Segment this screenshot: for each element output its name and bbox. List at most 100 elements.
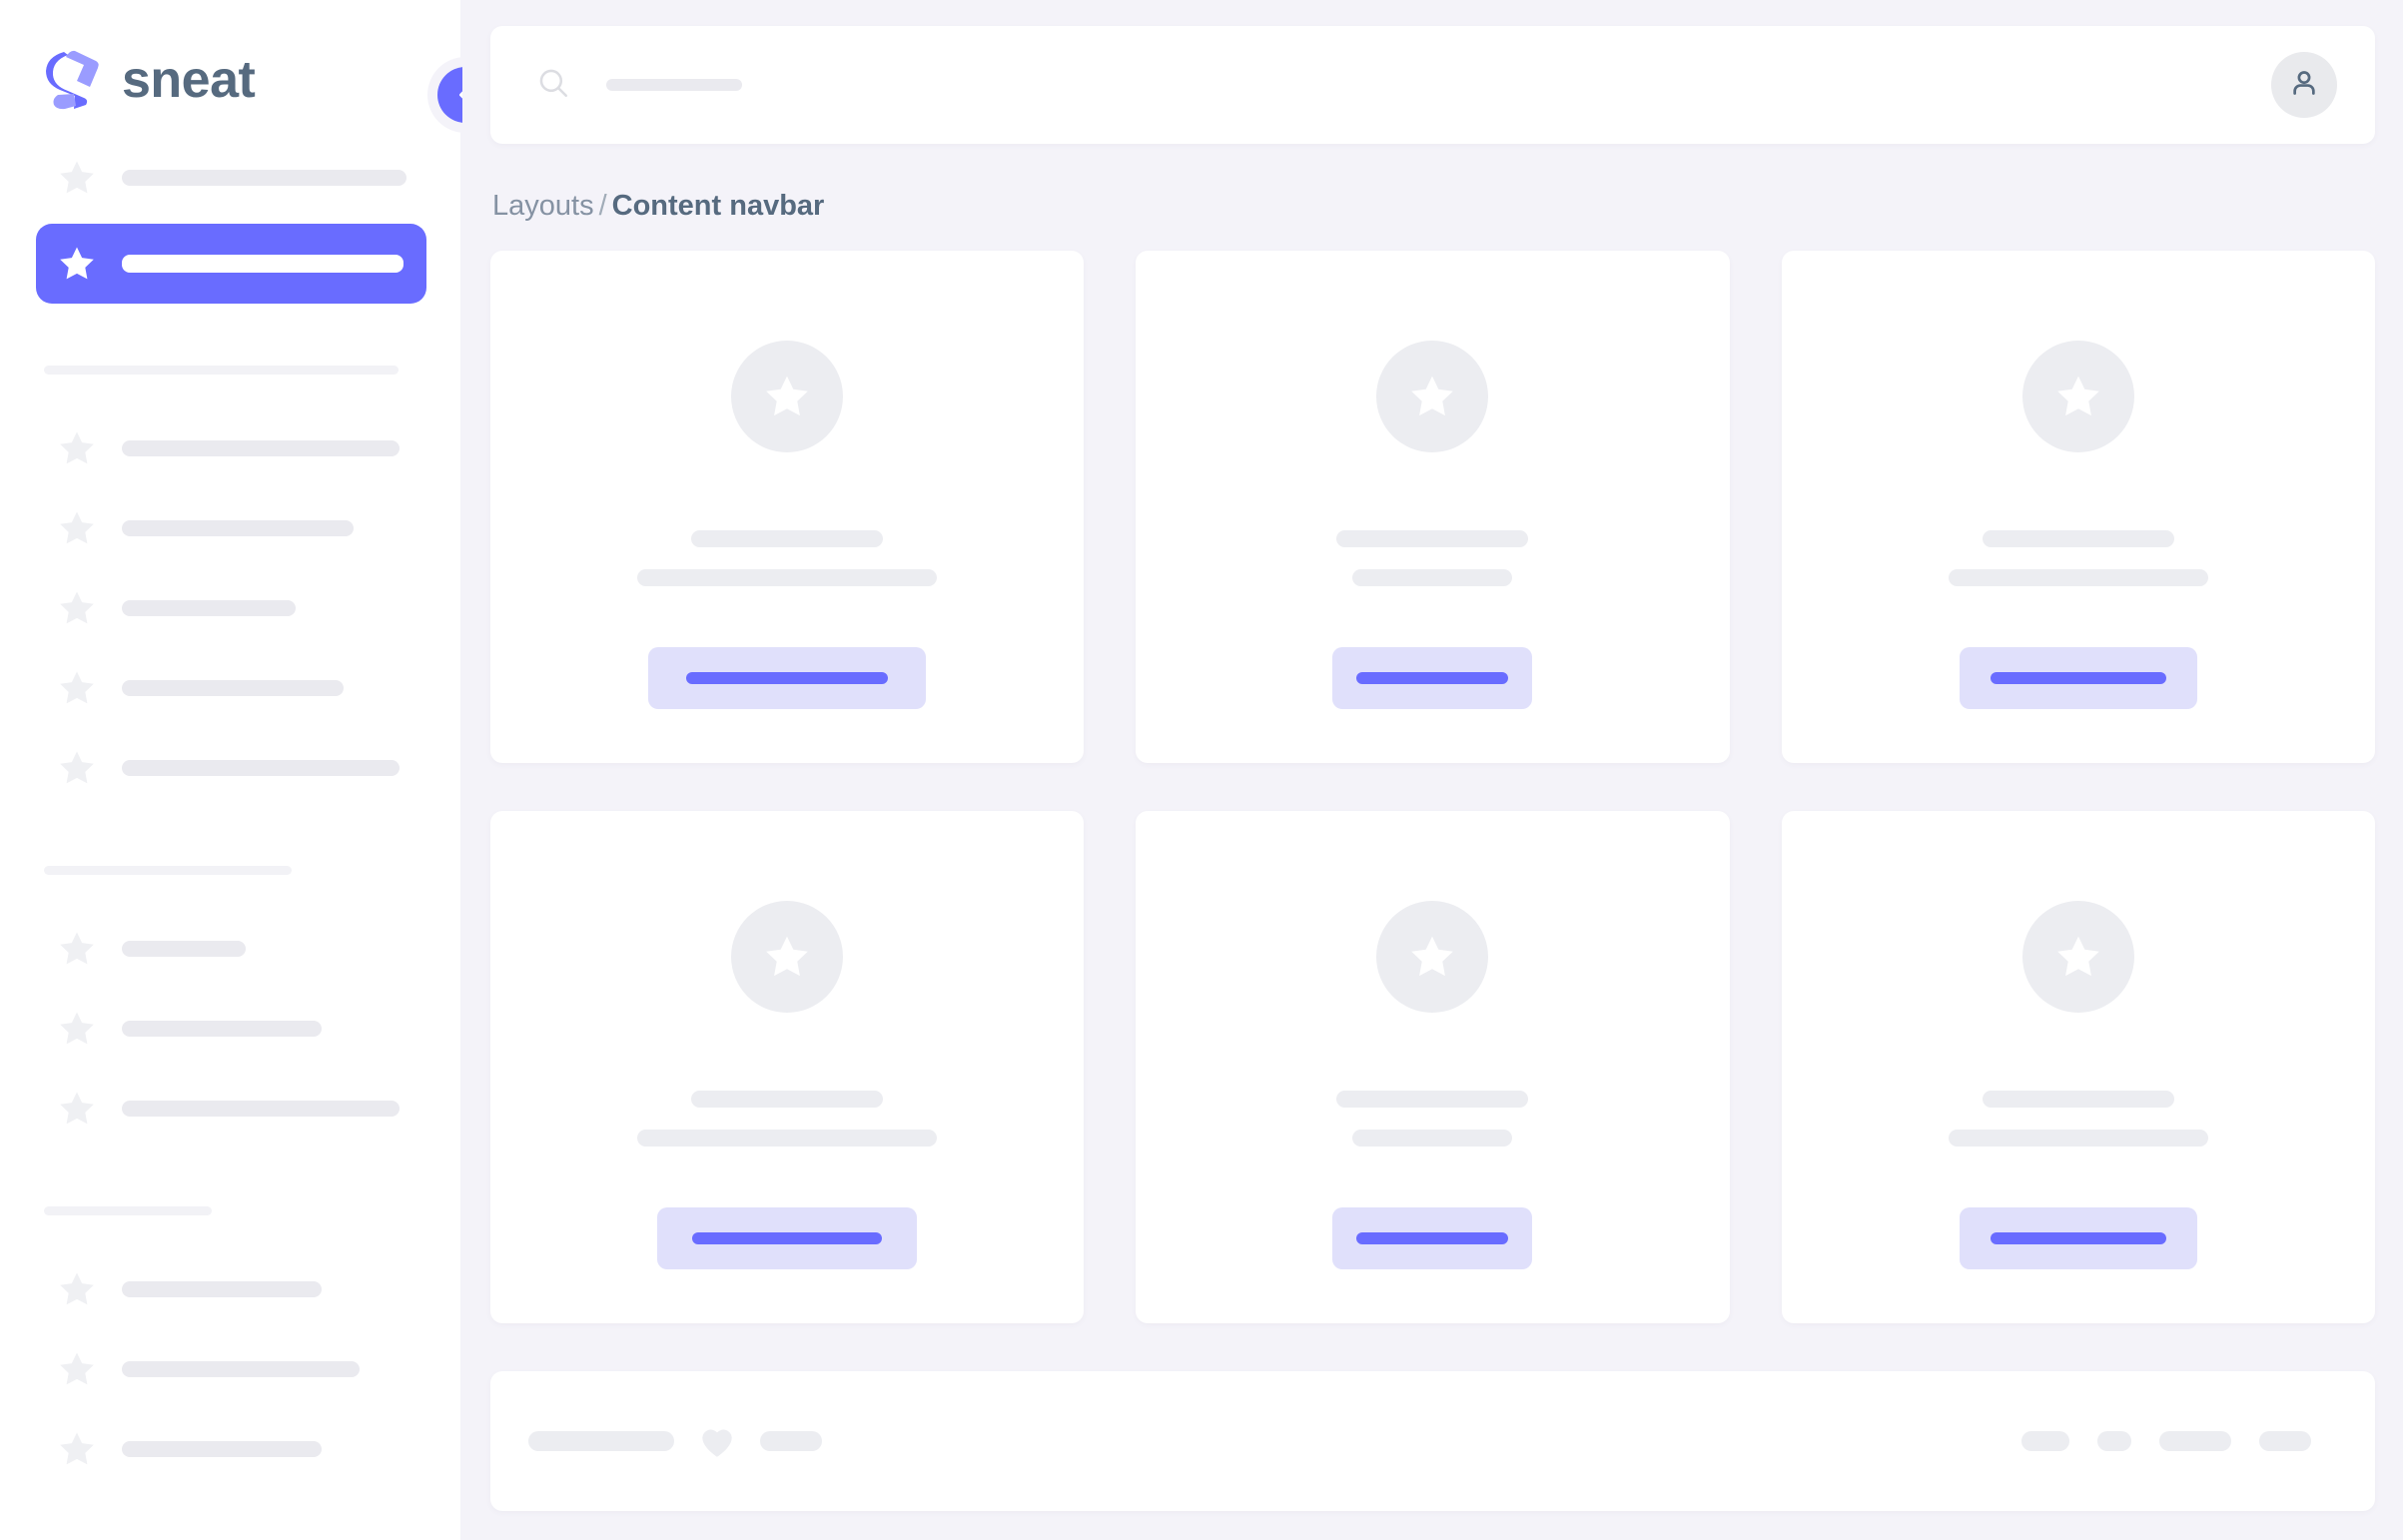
- sidebar-item[interactable]: [36, 574, 426, 642]
- card-avatar: [731, 341, 844, 452]
- sidebar-item[interactable]: [36, 1255, 426, 1323]
- star-icon: [56, 928, 98, 970]
- sidebar-item-label: [122, 941, 246, 957]
- sidebar-item[interactable]: [36, 915, 426, 983]
- sidebar-item-label: [122, 1361, 360, 1377]
- star-icon: [56, 1088, 98, 1130]
- star-icon: [2052, 371, 2104, 422]
- sidebar-divider: [44, 366, 399, 375]
- star-icon: [56, 1008, 98, 1050]
- card-title-placeholder: [1982, 1091, 2174, 1108]
- sidebar-item-active[interactable]: [36, 224, 426, 304]
- star-icon: [1406, 931, 1458, 983]
- content-card: [1136, 251, 1730, 763]
- star-icon: [761, 371, 813, 422]
- card-avatar: [731, 901, 844, 1013]
- card-title-placeholder: [1982, 530, 2174, 547]
- sidebar-item-label: [122, 600, 296, 616]
- sidebar-item[interactable]: [36, 1075, 426, 1143]
- footer-bar: [490, 1371, 2375, 1511]
- content-card: [1136, 811, 1730, 1323]
- sidebar-item-label: [122, 680, 344, 696]
- breadcrumb-current: Content navbar: [611, 190, 825, 222]
- card-action-button-label: [1356, 1232, 1509, 1244]
- sidebar-item[interactable]: [36, 995, 426, 1063]
- star-icon: [56, 667, 98, 709]
- footer-link-placeholder[interactable]: [2259, 1431, 2311, 1451]
- star-icon: [56, 747, 98, 789]
- breadcrumb: Layouts / Content navbar: [490, 144, 2375, 251]
- sidebar-item-label: [122, 255, 403, 273]
- sidebar-item-label: [122, 170, 406, 186]
- card-subtitle-placeholder: [637, 569, 938, 586]
- card-action-button[interactable]: [1332, 647, 1533, 709]
- search-input[interactable]: [606, 79, 742, 91]
- sidebar-divider: [44, 1206, 212, 1215]
- card-action-button[interactable]: [648, 647, 927, 709]
- card-avatar: [2021, 341, 2134, 452]
- content-card: [1781, 251, 2375, 763]
- top-navbar: [490, 26, 2375, 144]
- sidebar: sneat: [0, 0, 462, 1540]
- sidebar-item-label: [122, 760, 400, 776]
- star-icon: [56, 1348, 98, 1390]
- sidebar-nav: [0, 144, 462, 1483]
- sneat-s-logo-icon: [46, 50, 99, 110]
- card-subtitle-placeholder: [1352, 1130, 1513, 1147]
- footer-link-placeholder[interactable]: [2159, 1431, 2231, 1451]
- sidebar-item[interactable]: [36, 734, 426, 802]
- star-icon: [56, 507, 98, 549]
- card-subtitle-placeholder: [1948, 1130, 2208, 1147]
- sidebar-item-label: [122, 1441, 322, 1457]
- card-action-button[interactable]: [1959, 1207, 2197, 1269]
- sidebar-item[interactable]: [36, 414, 426, 482]
- card-action-button-label: [686, 672, 889, 684]
- footer-text-placeholder: [760, 1431, 822, 1451]
- card-subtitle-placeholder: [1352, 569, 1513, 586]
- card-title-placeholder: [691, 530, 884, 547]
- footer-right-group: [2021, 1431, 2311, 1451]
- avatar[interactable]: [2271, 52, 2337, 118]
- brand[interactable]: sneat: [0, 0, 462, 118]
- star-icon: [56, 157, 98, 199]
- chevron-left-icon: [437, 67, 462, 123]
- card-avatar: [1376, 341, 1489, 452]
- sidebar-item[interactable]: [36, 1415, 426, 1483]
- breadcrumb-parent[interactable]: Layouts: [492, 190, 594, 222]
- star-icon: [761, 931, 813, 983]
- heart-icon: [696, 1420, 738, 1462]
- footer-link-placeholder[interactable]: [2021, 1431, 2069, 1451]
- sidebar-item[interactable]: [36, 144, 426, 212]
- card-avatar: [2021, 901, 2134, 1013]
- content-card: [490, 251, 1085, 763]
- search-bar[interactable]: [536, 66, 2271, 105]
- star-icon: [56, 587, 98, 629]
- star-icon: [56, 1268, 98, 1310]
- sidebar-item-label: [122, 520, 354, 536]
- card-title-placeholder: [1336, 530, 1529, 547]
- card-action-button[interactable]: [1332, 1207, 1533, 1269]
- content-card: [1781, 811, 2375, 1323]
- sidebar-item[interactable]: [36, 654, 426, 722]
- search-icon: [536, 66, 570, 105]
- sidebar-item-label: [122, 1281, 322, 1297]
- sidebar-item[interactable]: [36, 494, 426, 562]
- footer-left-group: [528, 1420, 822, 1462]
- user-avatar-icon: [2287, 66, 2321, 105]
- card-subtitle-placeholder: [637, 1130, 938, 1147]
- sidebar-item-label: [122, 1021, 322, 1037]
- star-icon: [2052, 931, 2104, 983]
- star-icon: [56, 243, 98, 285]
- footer-link-placeholder[interactable]: [2097, 1431, 2131, 1451]
- sidebar-item[interactable]: [36, 1335, 426, 1403]
- star-icon: [1406, 371, 1458, 422]
- card-action-button[interactable]: [1959, 647, 2197, 709]
- card-action-button-label: [692, 1232, 883, 1244]
- star-icon: [56, 427, 98, 469]
- main-content: Layouts / Content navbar: [462, 0, 2403, 1540]
- card-action-button[interactable]: [657, 1207, 918, 1269]
- brand-name: sneat: [122, 51, 256, 109]
- card-avatar: [1376, 901, 1489, 1013]
- sidebar-edge: [460, 0, 462, 1540]
